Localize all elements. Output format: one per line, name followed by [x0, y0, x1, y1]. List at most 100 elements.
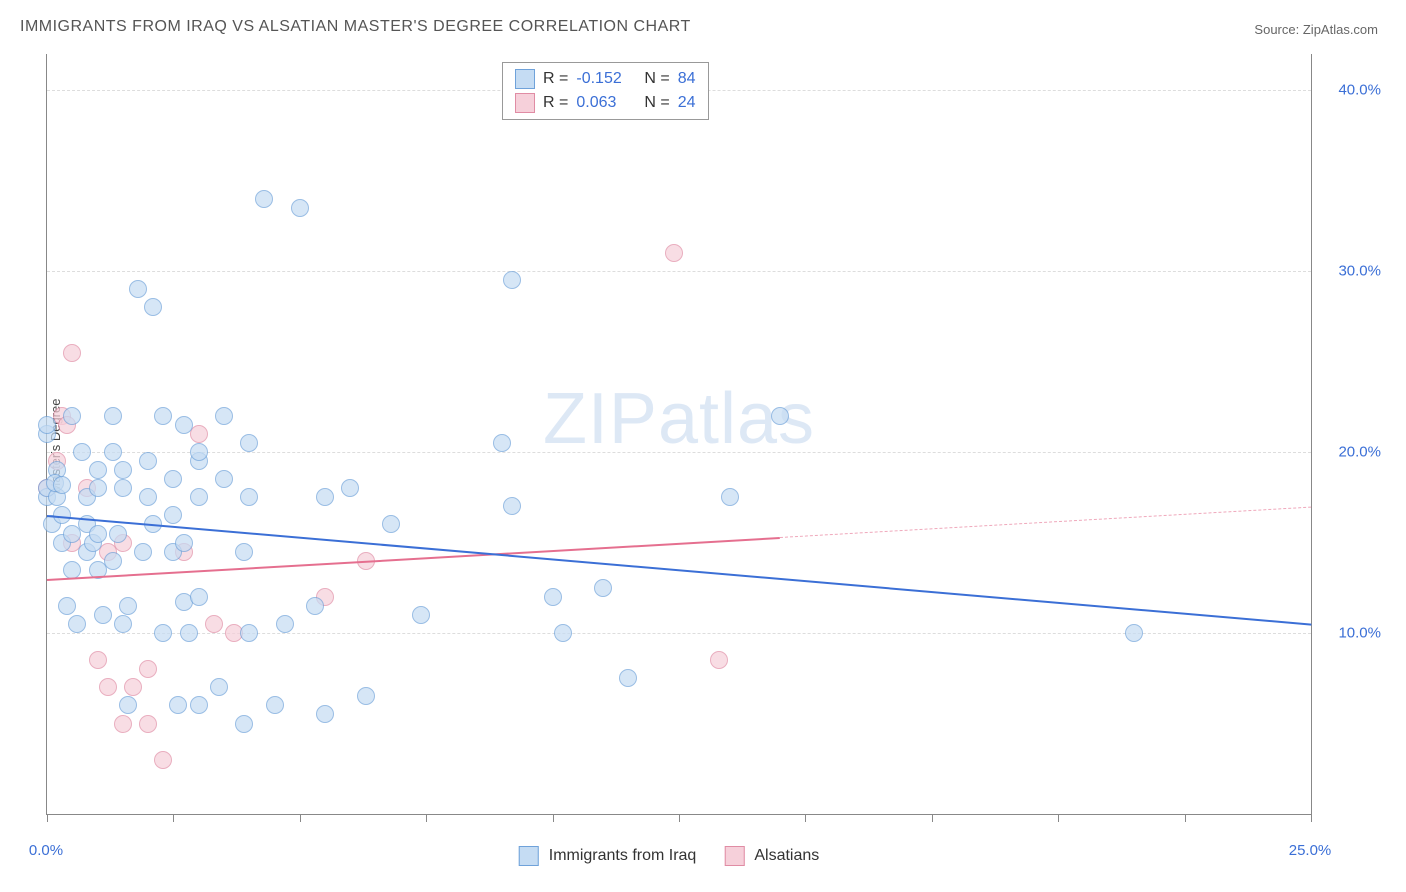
- data-point: [114, 461, 132, 479]
- legend-row: R =0.063N =24: [515, 91, 695, 115]
- data-point: [63, 561, 81, 579]
- data-point: [544, 588, 562, 606]
- watermark-suffix: atlas: [658, 379, 815, 459]
- data-point: [190, 588, 208, 606]
- data-point: [190, 425, 208, 443]
- data-point: [276, 615, 294, 633]
- data-point: [235, 543, 253, 561]
- data-point: [619, 669, 637, 687]
- data-point: [94, 606, 112, 624]
- data-point: [139, 452, 157, 470]
- data-point: [215, 470, 233, 488]
- data-point: [341, 479, 359, 497]
- x-tick: [805, 814, 806, 822]
- data-point: [503, 497, 521, 515]
- x-tick-label: 0.0%: [29, 842, 63, 859]
- plot-area: ZIPatlas 10.0%20.0%30.0%40.0%R =-0.152N …: [46, 54, 1312, 815]
- data-point: [721, 488, 739, 506]
- x-tick: [47, 814, 48, 822]
- data-point: [109, 525, 127, 543]
- data-point: [180, 624, 198, 642]
- x-tick: [679, 814, 680, 822]
- data-point: [316, 488, 334, 506]
- data-point: [316, 705, 334, 723]
- r-value: 0.063: [576, 94, 636, 112]
- data-point: [139, 488, 157, 506]
- y-tick-label: 20.0%: [1338, 444, 1381, 461]
- data-point: [255, 190, 273, 208]
- chart-title: IMMIGRANTS FROM IRAQ VS ALSATIAN MASTER'…: [20, 18, 691, 36]
- data-point: [205, 615, 223, 633]
- data-point: [104, 443, 122, 461]
- data-point: [554, 624, 572, 642]
- series-legend: Immigrants from IraqAlsatians: [519, 846, 838, 866]
- data-point: [710, 651, 728, 669]
- gridline: [47, 271, 1311, 272]
- data-point: [63, 344, 81, 362]
- data-point: [63, 407, 81, 425]
- watermark-prefix: ZIP: [543, 379, 658, 459]
- gridline: [47, 452, 1311, 453]
- legend-swatch: [515, 93, 535, 113]
- x-tick: [1185, 814, 1186, 822]
- data-point: [119, 597, 137, 615]
- source-credit: Source: ZipAtlas.com: [1254, 22, 1378, 37]
- data-point: [139, 715, 157, 733]
- data-point: [493, 434, 511, 452]
- data-point: [38, 416, 56, 434]
- x-tick: [1058, 814, 1059, 822]
- source-label: Source:: [1254, 22, 1299, 37]
- data-point: [306, 597, 324, 615]
- trend-line: [47, 537, 780, 581]
- data-point: [190, 443, 208, 461]
- data-point: [154, 407, 172, 425]
- data-point: [503, 271, 521, 289]
- data-point: [266, 696, 284, 714]
- data-point: [144, 298, 162, 316]
- legend-label: Immigrants from Iraq: [549, 847, 697, 865]
- data-point: [134, 543, 152, 561]
- data-point: [119, 696, 137, 714]
- data-point: [771, 407, 789, 425]
- data-point: [190, 488, 208, 506]
- y-tick-label: 10.0%: [1338, 625, 1381, 642]
- data-point: [240, 488, 258, 506]
- legend-swatch: [519, 846, 539, 866]
- data-point: [73, 443, 91, 461]
- r-label: R =: [543, 70, 568, 88]
- data-point: [175, 416, 193, 434]
- data-point: [665, 244, 683, 262]
- data-point: [104, 407, 122, 425]
- data-point: [104, 552, 122, 570]
- data-point: [240, 434, 258, 452]
- data-point: [412, 606, 430, 624]
- data-point: [89, 525, 107, 543]
- data-point: [139, 660, 157, 678]
- data-point: [89, 479, 107, 497]
- data-point: [114, 715, 132, 733]
- data-point: [114, 479, 132, 497]
- y-tick-label: 30.0%: [1338, 263, 1381, 280]
- x-tick: [1311, 814, 1312, 822]
- data-point: [357, 687, 375, 705]
- x-tick-label: 25.0%: [1289, 842, 1332, 859]
- source-name: ZipAtlas.com: [1303, 22, 1378, 37]
- legend-row: R =-0.152N =84: [515, 67, 695, 91]
- data-point: [89, 461, 107, 479]
- n-value: 84: [678, 70, 696, 88]
- correlation-legend: R =-0.152N =84R =0.063N =24: [502, 62, 708, 120]
- data-point: [154, 751, 172, 769]
- data-point: [190, 696, 208, 714]
- data-point: [382, 515, 400, 533]
- data-point: [169, 696, 187, 714]
- trend-line: [47, 515, 1311, 626]
- data-point: [68, 615, 86, 633]
- data-point: [164, 506, 182, 524]
- n-label: N =: [644, 94, 669, 112]
- n-label: N =: [644, 70, 669, 88]
- data-point: [53, 476, 71, 494]
- data-point: [215, 407, 233, 425]
- legend-swatch: [724, 846, 744, 866]
- y-tick-label: 40.0%: [1338, 82, 1381, 99]
- x-tick: [553, 814, 554, 822]
